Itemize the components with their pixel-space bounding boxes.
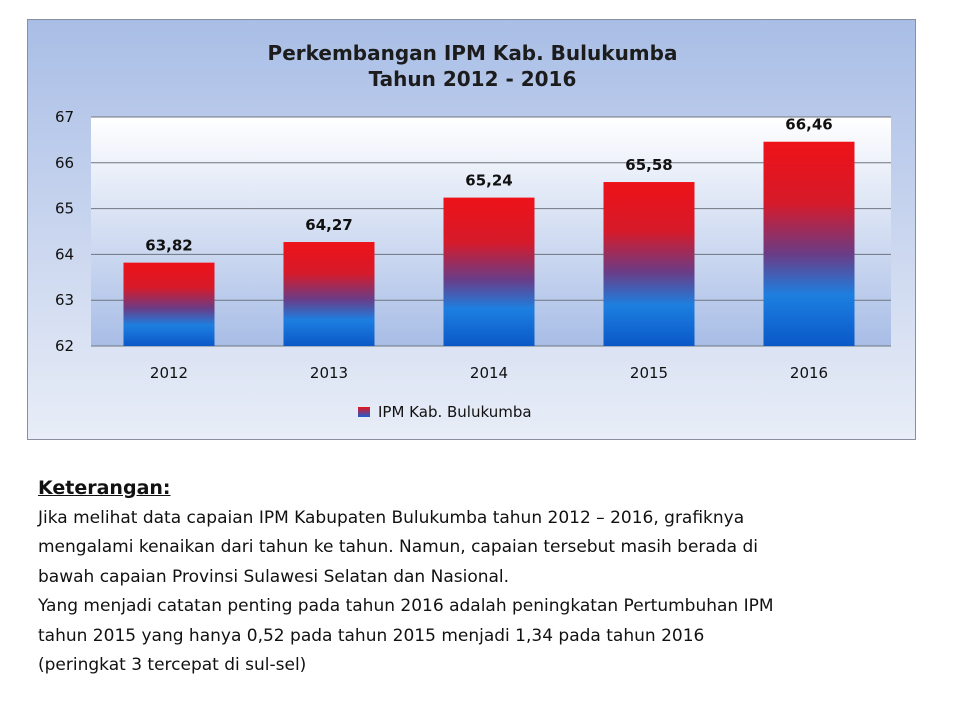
y-axis-ticks: 62 63 64 65 66 67	[55, 108, 74, 355]
bar-2016	[763, 141, 855, 346]
chart-panel: Perkembangan IPM Kab. Bulukumba Tahun 20…	[27, 19, 916, 440]
bar-2012	[123, 262, 215, 346]
notes-heading: Keterangan:	[38, 477, 171, 499]
x-axis-ticks: 2012 2013 2014 2015 2016	[150, 364, 828, 382]
data-labels: 63,82 64,27 65,24 65,58 66,46	[145, 116, 832, 255]
x-tick-label-2012: 2012	[150, 364, 188, 382]
data-label-2015: 65,58	[625, 156, 672, 174]
chart-title-line-2: Tahun 2012 - 2016	[368, 67, 577, 91]
notes-section: Keterangan: Jika melihat data capaian IP…	[38, 474, 938, 681]
y-tick-label: 65	[55, 200, 74, 218]
data-label-2013: 64,27	[305, 216, 352, 234]
data-label-2012: 63,82	[145, 237, 192, 255]
bar-2015	[603, 182, 695, 346]
bar-chart: 63,82 64,27 65,24 65,58 66,46 62 63 64 65 66 67 2…	[55, 108, 891, 382]
bar-2014	[443, 197, 535, 346]
y-tick-label: 63	[55, 291, 74, 309]
y-tick-label: 67	[55, 108, 74, 126]
note-line: bawah capaian Provinsi Sulawesi Selatan …	[38, 566, 510, 587]
bars	[123, 141, 855, 346]
legend: IPM Kab. Bulukumba	[358, 403, 532, 421]
y-tick-label: 64	[55, 245, 74, 263]
bar-2013	[283, 242, 375, 346]
data-label-2014: 65,24	[465, 172, 512, 190]
note-line: mengalami kenaikan dari tahun ke tahun. …	[38, 537, 758, 557]
x-tick-label-2016: 2016	[790, 364, 828, 382]
note-line: Yang menjadi catatan penting pada tahun …	[38, 596, 774, 616]
y-tick-label: 62	[55, 337, 74, 355]
legend-swatch	[358, 407, 370, 417]
x-tick-label-2014: 2014	[470, 364, 508, 382]
y-tick-label: 66	[55, 154, 74, 172]
note-line: Jika melihat data capaian IPM Kabupaten …	[38, 507, 745, 528]
x-tick-label-2013: 2013	[310, 364, 348, 382]
note-line: tahun 2015 yang hanya 0,52 pada tahun 20…	[38, 625, 705, 646]
chart-title-line-1: Perkembangan IPM Kab. Bulukumba	[267, 41, 678, 65]
data-label-2016: 66,46	[785, 116, 832, 134]
x-tick-label-2015: 2015	[630, 364, 668, 382]
note-line: (peringkat 3 tercepat di sul-sel)	[38, 655, 307, 675]
legend-label: IPM Kab. Bulukumba	[378, 403, 532, 421]
